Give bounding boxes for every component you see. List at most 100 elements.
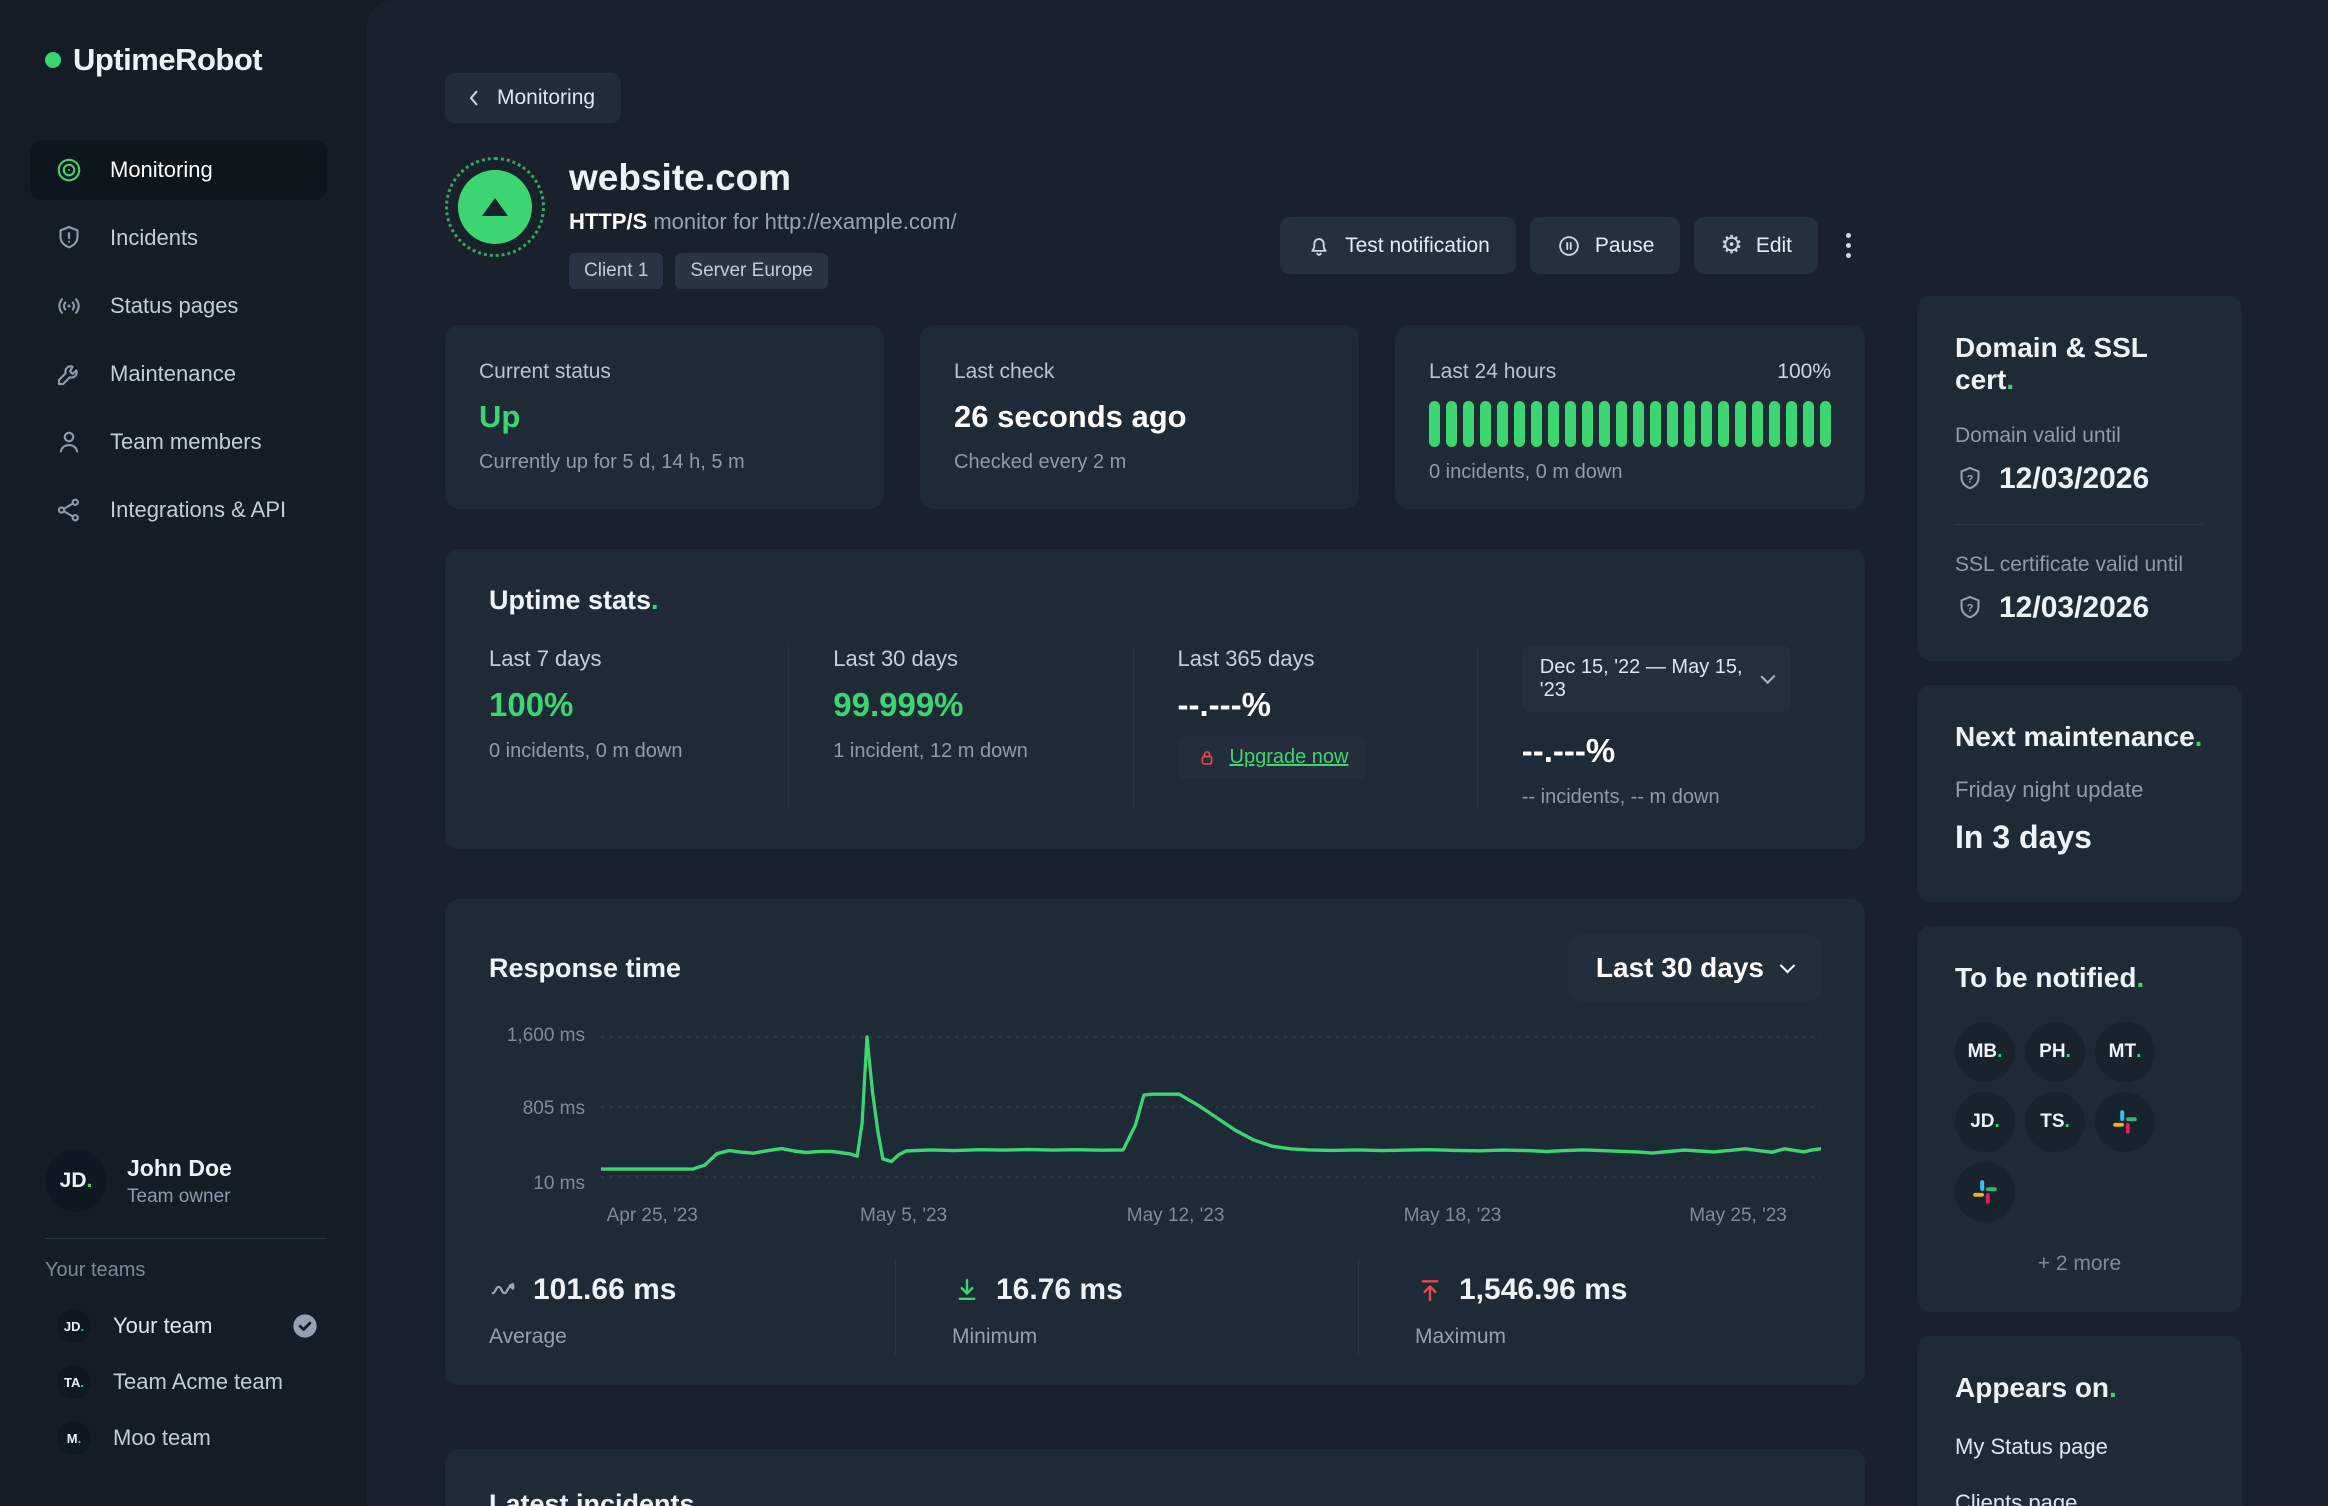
broadcast-icon [54, 291, 84, 321]
svg-text:?: ? [1967, 473, 1974, 485]
brand-name: UptimeRobot [73, 42, 263, 77]
average-stat: 101.66 ms Average [489, 1273, 677, 1348]
minimum-icon [958, 1278, 976, 1300]
avatar: TA. [57, 1365, 91, 1399]
pause-button[interactable]: Pause [1529, 217, 1681, 274]
slack-avatar [2095, 1092, 2155, 1152]
ssl-valid-value: ? 12/03/2026 [1955, 591, 2204, 625]
next-maintenance-card: Next maintenance. Friday night update In… [1917, 685, 2242, 902]
sidebar-item-monitoring[interactable]: Monitoring [30, 140, 327, 200]
avatar: JD. [57, 1309, 91, 1343]
date-range-selector[interactable]: Dec 15, '22 — May 15, '23 [1521, 646, 1791, 712]
sidebar-item-status-pages[interactable]: Status pages [30, 276, 327, 336]
chart-range-selector[interactable]: Last 30 days [1567, 935, 1821, 1001]
notified-avatars: MB. PH. MT. JD. TS. [1955, 1022, 2204, 1222]
team-item-moo[interactable]: M. Moo team [57, 1410, 327, 1466]
minimum-stat: 16.76 ms Minimum [895, 1259, 1358, 1355]
avatar: TS. [2025, 1092, 2085, 1152]
maintenance-countdown: In 3 days [1955, 819, 2092, 855]
sidebar-item-integrations[interactable]: Integrations & API [30, 480, 327, 540]
pause-icon [1559, 235, 1579, 256]
more-menu-button[interactable] [1832, 223, 1865, 268]
slack-avatar [1955, 1162, 2015, 1222]
uptime-col-7days: Last 7 days 100% 0 incidents, 0 m down [489, 646, 683, 762]
avatar: JD. [1955, 1092, 2015, 1152]
uptime-bars [1429, 401, 1831, 447]
status-page-link[interactable]: My Status page [1955, 1434, 2108, 1459]
x-axis-labels: Apr 25, '23 May 5, '23 May 12, '23 May 18, … [606, 1205, 1787, 1226]
sidebar-item-label: Team members [110, 429, 262, 454]
team-item-acme[interactable]: TA. Team Acme team [57, 1354, 327, 1410]
sidebar-item-incidents[interactable]: Incidents [30, 208, 327, 268]
avatar: MB. [1955, 1022, 2015, 1082]
uptime-col-365days: Last 365 days --.---% Upgrade now [1132, 646, 1477, 809]
tag-server: Server Europe [675, 253, 828, 289]
monitoring-icon [54, 155, 84, 185]
current-user[interactable]: JD. John Doe Team owner [45, 1150, 327, 1212]
test-notification-button[interactable]: Test notification [1280, 217, 1516, 274]
uptime-stats-card: Uptime stats. Last 7 days 100% 0 inciden… [445, 549, 1865, 849]
bell-icon [1311, 237, 1327, 256]
brand-dot-icon [45, 52, 61, 68]
to-be-notified-card: To be notified. MB. PH. MT. JD. TS. + 2 … [1917, 926, 2242, 1312]
shield-question-icon: ? [1960, 466, 1980, 490]
current-status-card: Current status Up Currently up for 5 d, … [445, 325, 884, 509]
monitor-header: website.com HTTP/S monitor for http://ex… [445, 157, 1865, 289]
person-icon [54, 427, 84, 457]
sidebar-item-label: Status pages [110, 293, 239, 318]
last-check-card: Last check 26 seconds ago Checked every … [920, 325, 1359, 509]
avatar: M. [57, 1421, 91, 1455]
avatar: MT. [2095, 1022, 2155, 1082]
sidebar-item-label: Integrations & API [110, 497, 287, 522]
domain-valid-value: ? 12/03/2026 [1955, 462, 2204, 496]
shield-question-icon: ? [1960, 595, 1980, 619]
sidebar-item-label: Incidents [110, 225, 199, 250]
sidebar-item-label: Monitoring [110, 157, 213, 182]
chevron-down-icon [1779, 957, 1796, 973]
response-time-title: Response time [489, 952, 682, 983]
user-role: Team owner [127, 1185, 231, 1207]
edit-button[interactable]: ⚙ Edit [1694, 217, 1818, 274]
teams-label: Your teams [45, 1259, 146, 1281]
uptime-percent: 100% [1777, 360, 1831, 383]
status-up-icon [445, 157, 545, 257]
latest-incidents-title: Latest incidents [489, 1489, 695, 1506]
uptime-stats-title: Uptime stats. [489, 585, 659, 615]
gear-icon: ⚙ [1720, 231, 1743, 259]
more-notified-link[interactable]: + 2 more [2037, 1252, 2122, 1275]
monitor-subtitle: HTTP/S monitor for http://example.com/ [569, 209, 957, 234]
sidebar-footer: JD. John Doe Team owner Your teams JD. Y… [45, 1150, 327, 1466]
sidebar: UptimeRobot Monitoring Incidents Status … [0, 0, 367, 1506]
wrench-icon [54, 359, 84, 389]
avatar: JD. [45, 1150, 107, 1212]
maximum-icon [1421, 1280, 1439, 1302]
shield-alert-icon [54, 223, 84, 253]
user-name: John Doe [127, 1154, 232, 1181]
team-item-your-team[interactable]: JD. Your team [57, 1298, 327, 1354]
slack-icon [2113, 1110, 2137, 1134]
sidebar-nav: Monitoring Incidents Status pages Mainte… [30, 140, 327, 540]
avatar: PH. [2025, 1022, 2085, 1082]
upgrade-now-link[interactable]: Upgrade now [1177, 736, 1367, 779]
divider [45, 1238, 327, 1239]
current-status-value: Up [479, 399, 521, 434]
appears-on-card: Appears on. My Status page Clients page [1917, 1336, 2242, 1506]
nodes-icon [54, 495, 84, 525]
average-icon [491, 1283, 515, 1295]
sidebar-item-maintenance[interactable]: Maintenance [30, 344, 327, 404]
maximum-stat: 1,546.96 ms Maximum [1358, 1259, 1821, 1355]
domain-ssl-card: Domain & SSL cert. Domain valid until ? … [1917, 296, 2242, 661]
uptime-col-custom-range: Dec 15, '22 — May 15, '23 --.---% -- inc… [1476, 646, 1821, 809]
slack-icon [1973, 1180, 1997, 1204]
response-time-card: Response time Last 30 days 1,600 ms 805 … [445, 899, 1865, 1385]
response-chart-svg [601, 1035, 1821, 1178]
lock-icon [1201, 750, 1212, 765]
last-24-hours-card: Last 24 hours 100% 0 incidents, 0 m down [1395, 325, 1865, 509]
back-button[interactable]: Monitoring [445, 73, 622, 123]
chevron-left-icon [469, 90, 478, 106]
sidebar-item-label: Maintenance [110, 361, 236, 386]
response-time-chart: 1,600 ms 805 ms 10 ms [489, 1025, 1821, 1194]
sidebar-item-team-members[interactable]: Team members [30, 412, 327, 472]
right-panel: Domain & SSL cert. Domain valid until ? … [1917, 296, 2242, 1506]
clients-page-link[interactable]: Clients page [1955, 1490, 2078, 1506]
